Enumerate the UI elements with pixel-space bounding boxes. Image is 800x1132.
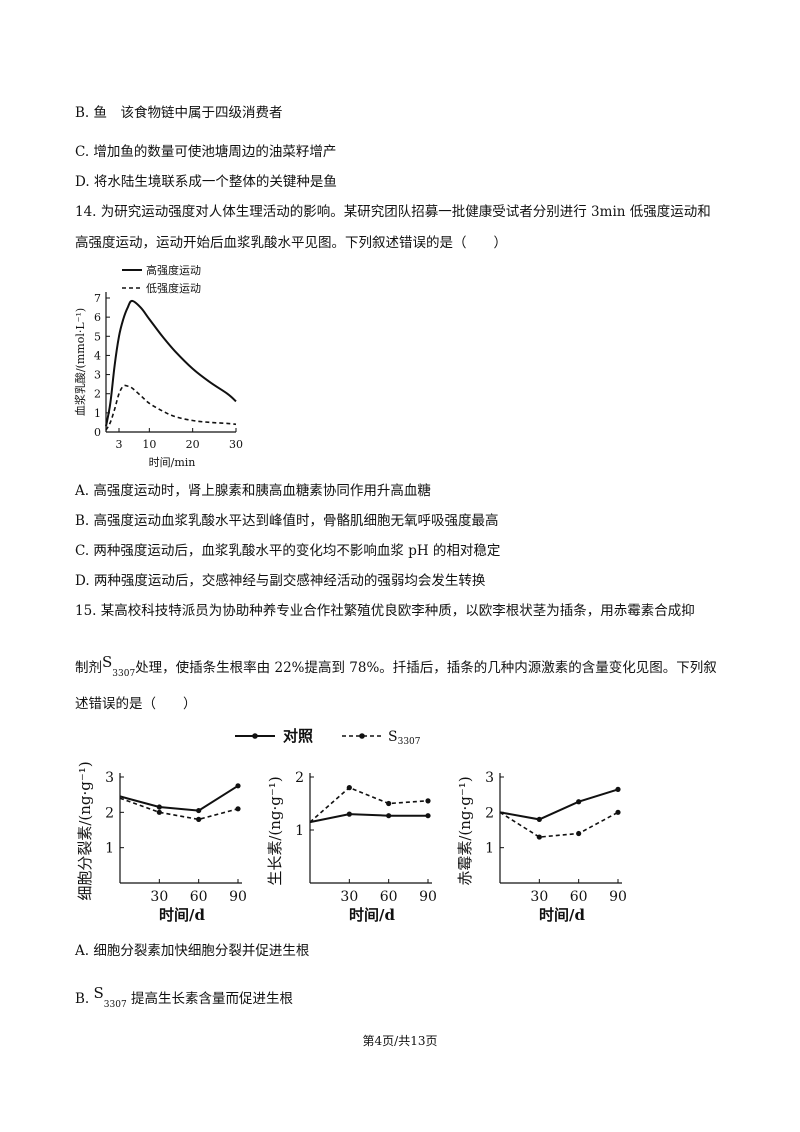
y-tick-label: 3 [485, 770, 494, 786]
x-tick-label: 30 [530, 889, 548, 905]
x-tick-label: 30 [150, 889, 168, 905]
data-point [235, 783, 241, 789]
series-s3307 [499, 811, 619, 838]
data-point [536, 834, 542, 840]
x-axis-label: 时间/d [159, 906, 205, 924]
q14-stem-line1: 14. 为研究运动强度对人体生理活动的影响。某研究团队招募一批健康受试者分别进行… [75, 204, 711, 220]
q15-option-b-prefix: B. [75, 991, 90, 1007]
series-s3307 [309, 786, 429, 823]
data-point [576, 799, 582, 805]
panel-auxin: 1 2 30 60 90 时间/d 生长素/(ng·g⁻¹) [266, 770, 437, 924]
x-axis-label: 时间/d [539, 906, 585, 924]
x-tick-label: 30 [340, 889, 358, 905]
q13-option-b: B. 鱼 该食物链中属于四级消费者 [75, 105, 283, 121]
y-tick-label: 1 [94, 407, 101, 420]
y-axis-label: 生长素/(ng·g⁻¹) [266, 776, 284, 885]
q15-option-b-subscript: 3307 [103, 1000, 127, 1010]
x-tick-label: 60 [190, 889, 208, 905]
data-point [386, 813, 392, 819]
q13-option-d: D. 将水陆生境联系成一个整体的关键种是鱼 [75, 174, 337, 190]
legend-s3307-label: S3307 [388, 729, 421, 747]
x-tick-label: 60 [570, 889, 588, 905]
series-control [119, 784, 239, 812]
x-axis-label: 时间/d [349, 906, 395, 924]
q14-option-a: A. 高强度运动时，肾上腺素和胰高血糖素协同作用升高血糖 [75, 483, 431, 499]
y-tick-label: 2 [105, 805, 114, 821]
data-point [346, 785, 352, 791]
legend-low-label: 低强度运动 [146, 281, 201, 295]
panel-cytokinin: 1 2 3 30 60 90 时间/d 细胞分裂素/(ng·g⁻¹) [76, 761, 247, 924]
x-tick-label: 90 [229, 889, 247, 905]
page-footer: 第4页/共13页 [362, 1034, 438, 1048]
y-axis-label: 细胞分裂素/(ng·g⁻¹) [76, 761, 94, 900]
y-tick-label: 2 [295, 770, 304, 786]
q15-s-letter: S [102, 653, 113, 671]
q15-stem-line3: 述错误的是（ ） [75, 696, 197, 712]
data-point [196, 807, 202, 814]
x-tick-label: 60 [380, 889, 398, 905]
y-tick-label: 3 [105, 770, 114, 786]
y-tick-label: 7 [94, 292, 101, 305]
data-point [235, 806, 241, 812]
data-point [536, 816, 542, 822]
q15-option-b: B. S3307 提高生长素含量而促进生根 [75, 984, 293, 1014]
q14-lactate-chart: 高强度运动 低强度运动 0 1 2 3 4 5 6 7 3 10 20 30 血浆乳酸/(mmol·… [73, 263, 243, 469]
q15-stem-line1: 15. 某高校科技特派员为协助种养专业合作社繁殖优良欧李种质，以欧李根状茎为插条… [75, 603, 695, 619]
q13-option-c: C. 增加鱼的数量可使池塘周边的油菜籽增产 [75, 144, 337, 160]
legend-control-marker [252, 733, 258, 739]
series-high-intensity [105, 299, 237, 427]
y-tick-label: 2 [94, 388, 101, 401]
series-low-intensity [105, 384, 237, 431]
q15-option-b-suffix: 提高生长素含量而促进生根 [131, 991, 293, 1007]
series-control [499, 788, 619, 821]
q14-option-c: C. 两种强度运动后，血浆乳酸水平的变化均不影响血浆 pH 的相对稳定 [75, 543, 501, 559]
y-tick-label: 3 [94, 369, 101, 382]
q15-s-subscript: 3307 [112, 669, 136, 679]
data-point [156, 804, 162, 810]
q15-option-b-s: S [93, 984, 104, 1002]
y-tick-label: 2 [485, 805, 494, 821]
series-control [309, 813, 428, 824]
q14-option-d: D. 两种强度运动后，交感神经与副交感神经活动的强弱均会发生转换 [75, 573, 486, 589]
q15-hormone-charts: 对照 S3307 1 2 3 30 60 90 时间/d 细胞分裂素/(ng·g⁻¹) 1 2 30… [76, 727, 627, 924]
x-tick-label: 3 [116, 438, 123, 451]
q15-stem-suffix: 处理，使插条生根率由 22%提高到 78%。扦插后，插条的几种内源激素的含量变化… [135, 660, 717, 676]
data-point [425, 813, 431, 819]
data-point [346, 811, 352, 817]
x-tick-label: 20 [186, 438, 200, 451]
q14-stem-line2: 高强度运动，运动开始后血浆乳酸水平见图。下列叙述错误的是（ ） [75, 235, 507, 251]
y-tick-label: 0 [94, 426, 101, 439]
data-point [386, 800, 392, 807]
q15-stem-prefix: 制剂 [75, 660, 102, 676]
legend-control-label: 对照 [283, 727, 313, 745]
x-tick-label: 10 [142, 438, 156, 451]
panel-gibberellin: 1 2 3 30 60 90 时间/d 赤霉素/(ng·g⁻¹) [456, 770, 627, 924]
y-tick-label: 1 [295, 823, 304, 839]
legend-s3307-marker [359, 733, 365, 739]
x-tick-label: 90 [419, 889, 437, 905]
y-tick-label: 6 [94, 311, 101, 324]
y-axis-label: 血浆乳酸/(mmol·L⁻¹) [73, 308, 87, 416]
x-tick-label: 30 [229, 438, 243, 451]
y-axis-label: 赤霉素/(ng·g⁻¹) [456, 776, 474, 885]
y-tick-label: 1 [485, 841, 494, 857]
y-tick-label: 5 [94, 330, 101, 343]
legend-high-label: 高强度运动 [146, 263, 201, 277]
y-tick-label: 1 [105, 841, 114, 857]
q14-option-b: B. 高强度运动血浆乳酸水平达到峰值时，骨骼肌细胞无氧呼吸强度最高 [75, 513, 499, 529]
data-point [615, 809, 621, 815]
q15-stem-line2: 制剂S3307处理，使插条生根率由 22%提高到 78%。扦插后，插条的几种内源… [75, 653, 717, 683]
q15-option-a: A. 细胞分裂素加快细胞分裂并促进生根 [75, 943, 310, 959]
data-point [196, 816, 202, 822]
data-point [156, 809, 162, 815]
data-point [425, 798, 431, 804]
data-point [576, 830, 582, 837]
data-point [615, 786, 621, 792]
y-tick-label: 4 [94, 349, 101, 362]
x-tick-label: 90 [609, 889, 627, 905]
x-axis-label: 时间/min [149, 456, 196, 469]
